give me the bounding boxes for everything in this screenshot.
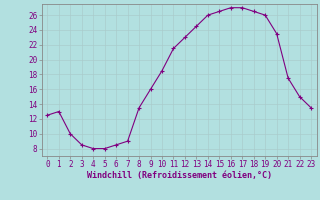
- X-axis label: Windchill (Refroidissement éolien,°C): Windchill (Refroidissement éolien,°C): [87, 171, 272, 180]
